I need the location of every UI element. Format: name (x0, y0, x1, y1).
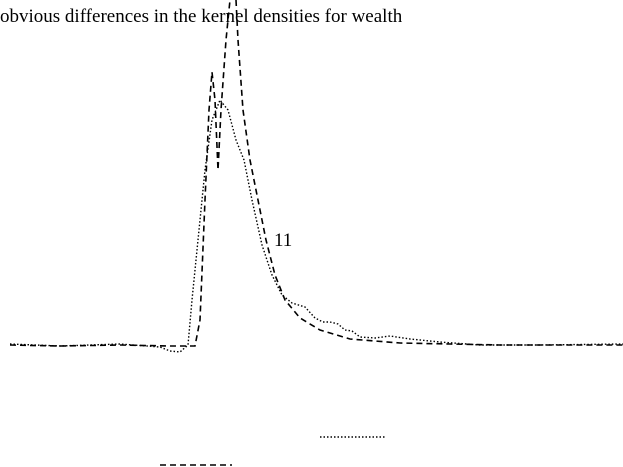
dashed-density-curve (9, 0, 623, 347)
page-number: 11 (274, 230, 293, 251)
dotted-density-curve (9, 98, 623, 353)
body-text-line: obvious differences in the kernel densit… (0, 6, 403, 27)
